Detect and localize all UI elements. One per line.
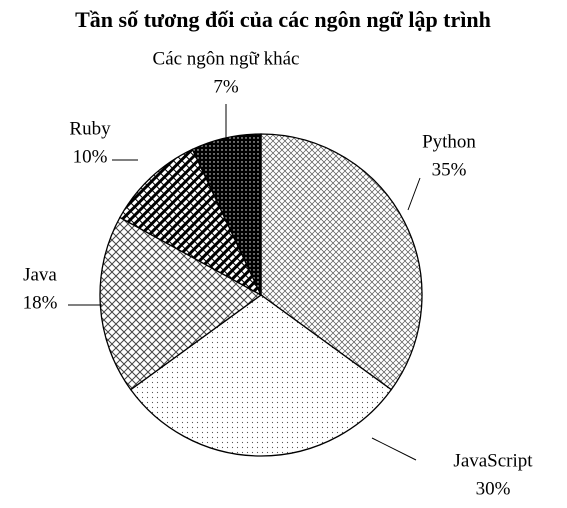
slice-label: Python — [422, 131, 476, 152]
slice-label: Ruby — [69, 118, 111, 139]
slice-label: JavaScript — [453, 450, 533, 471]
slice-label: Các ngôn ngữ khác — [153, 48, 300, 69]
slice-value-label: 10% — [73, 146, 108, 167]
chart-title: Tần số tương đối của các ngôn ngữ lập tr… — [75, 7, 491, 32]
leader-line — [371, 437, 417, 461]
slice-label: Java — [23, 264, 57, 285]
slice-value-label: 35% — [432, 159, 467, 180]
leader-line — [407, 177, 421, 211]
pie-slice — [260, 133, 423, 391]
slice-value-label: 18% — [23, 292, 58, 313]
pie-slice — [129, 294, 393, 457]
pie-slice — [119, 148, 263, 297]
slice-value-label: 30% — [476, 478, 511, 499]
slice-value-label: 7% — [213, 76, 239, 97]
